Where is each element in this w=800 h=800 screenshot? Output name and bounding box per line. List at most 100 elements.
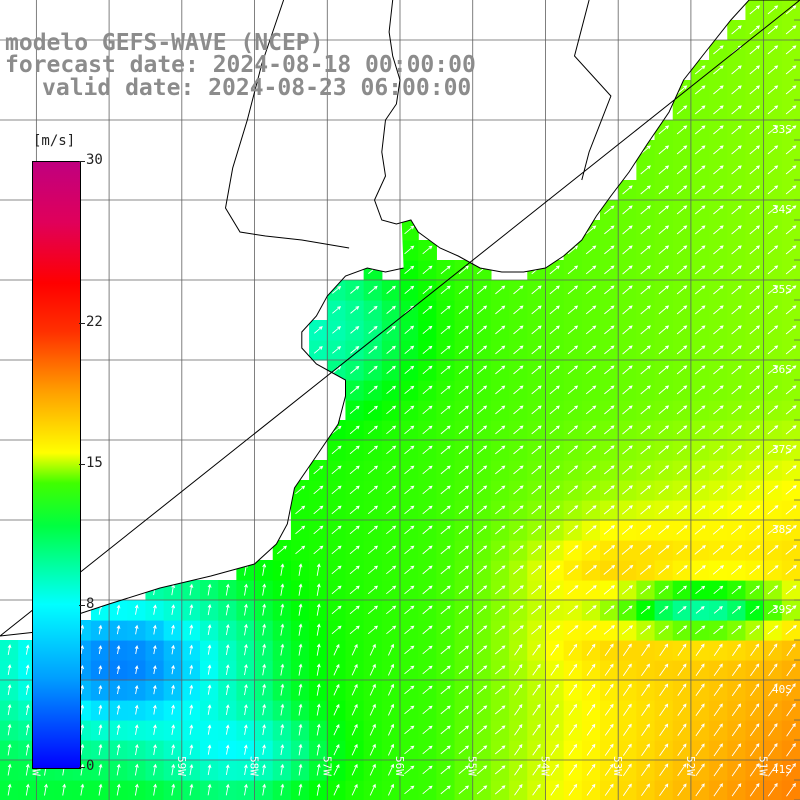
wind-arrow: [280, 783, 285, 796]
wind-arrow: [440, 465, 451, 475]
wind-arrow: [349, 445, 360, 455]
wind-arrow: [586, 783, 596, 796]
wind-arrow: [494, 725, 506, 735]
wind-arrow: [621, 564, 634, 575]
wind-arrow: [731, 405, 742, 415]
wind-arrow: [640, 605, 651, 615]
wind-arrow: [316, 643, 321, 656]
wind-arrow: [586, 663, 596, 676]
wind-arrow: [440, 285, 451, 295]
wind-arrow: [171, 763, 176, 776]
wind-arrow: [25, 743, 30, 756]
wind-arrow: [603, 505, 615, 515]
wind-arrow: [513, 605, 524, 615]
wind-arrow: [641, 763, 651, 776]
wind-arrow: [367, 605, 379, 615]
wind-arrow: [531, 485, 542, 495]
wind-arrow: [713, 305, 724, 315]
wind-arrow: [640, 265, 651, 275]
lat-label: 37S: [772, 443, 792, 456]
wind-arrow: [549, 285, 560, 295]
wind-arrow: [640, 225, 651, 235]
wind-arrow: [244, 663, 248, 676]
wind-arrow: [767, 305, 779, 315]
colorbar-tick-mark: [79, 161, 85, 162]
wind-arrow: [404, 345, 415, 355]
wind-arrow: [440, 685, 451, 695]
wind-arrow: [458, 625, 470, 635]
wind-arrow: [440, 305, 451, 315]
wind-arrow: [604, 305, 615, 315]
wind-arrow: [404, 405, 415, 415]
wind-arrow: [532, 743, 541, 756]
wind-arrow: [262, 563, 267, 576]
wind-arrow: [549, 505, 561, 515]
wind-arrow: [567, 385, 579, 395]
wind-arrow: [440, 785, 451, 795]
wind-arrow: [134, 624, 139, 635]
wind-arrow: [550, 703, 559, 716]
wind-arrow: [316, 723, 321, 736]
wind-arrow: [531, 585, 543, 595]
wind-arrow: [623, 703, 632, 716]
wind-arrow: [514, 724, 523, 736]
wind-arrow: [676, 625, 688, 635]
wind-arrow: [585, 285, 597, 295]
wind-arrow: [298, 723, 303, 736]
wind-arrow: [404, 265, 415, 275]
wind-arrow: [622, 305, 633, 315]
wind-arrow: [550, 763, 559, 776]
wind-arrow: [713, 345, 724, 355]
wind-arrow: [531, 465, 542, 475]
wind-arrow: [567, 425, 579, 435]
wind-arrow: [676, 285, 688, 295]
wind-arrow: [404, 785, 415, 795]
wind-arrow: [387, 703, 395, 716]
wind-arrow: [386, 145, 397, 155]
wind-arrow: [243, 724, 248, 735]
wind-arrow: [640, 345, 651, 355]
wind-arrow: [513, 385, 524, 395]
wind-arrow: [513, 445, 524, 455]
wind-arrow: [767, 425, 779, 435]
wind-arrow: [332, 306, 342, 314]
wind-arrow: [225, 764, 230, 775]
wind-arrow: [568, 743, 578, 756]
lon-label: 58W: [248, 756, 261, 776]
wind-arrow: [244, 603, 248, 616]
wind-arrow: [658, 185, 670, 195]
wind-arrow: [568, 783, 578, 796]
wind-arrow: [386, 625, 397, 635]
wind-arrow: [767, 265, 779, 275]
wind-arrow: [677, 606, 687, 614]
wind-arrow: [171, 704, 176, 715]
wind-arrow: [531, 405, 542, 415]
wind-arrow: [368, 325, 378, 334]
wind-arrow: [316, 703, 321, 716]
wind-arrow: [440, 565, 451, 575]
wind-arrow: [767, 5, 779, 15]
wind-arrow: [80, 783, 85, 796]
wind-arrow: [386, 445, 397, 455]
wind-arrow: [349, 505, 360, 515]
wind-arrow: [349, 405, 360, 415]
wind-arrow: [350, 306, 360, 314]
wind-arrow: [262, 643, 267, 656]
wind-arrow: [98, 684, 103, 695]
wind-arrow: [495, 385, 506, 395]
wind-arrow: [404, 685, 415, 695]
wind-arrow: [550, 683, 559, 696]
wind-arrow: [280, 563, 285, 576]
wind-arrow: [387, 743, 395, 756]
wind-arrow: [677, 743, 687, 757]
wind-arrow: [333, 683, 340, 696]
wind-arrow: [603, 585, 615, 595]
forecast-date: forecast date: 2024-08-18 00:00:00: [5, 52, 476, 78]
wind-arrow: [513, 305, 524, 315]
wind-arrow: [458, 345, 469, 355]
wind-arrow: [713, 425, 724, 435]
wind-arrow: [622, 485, 633, 495]
wind-arrow: [422, 365, 433, 375]
wind-arrow: [316, 763, 321, 776]
wind-arrow: [749, 465, 761, 475]
